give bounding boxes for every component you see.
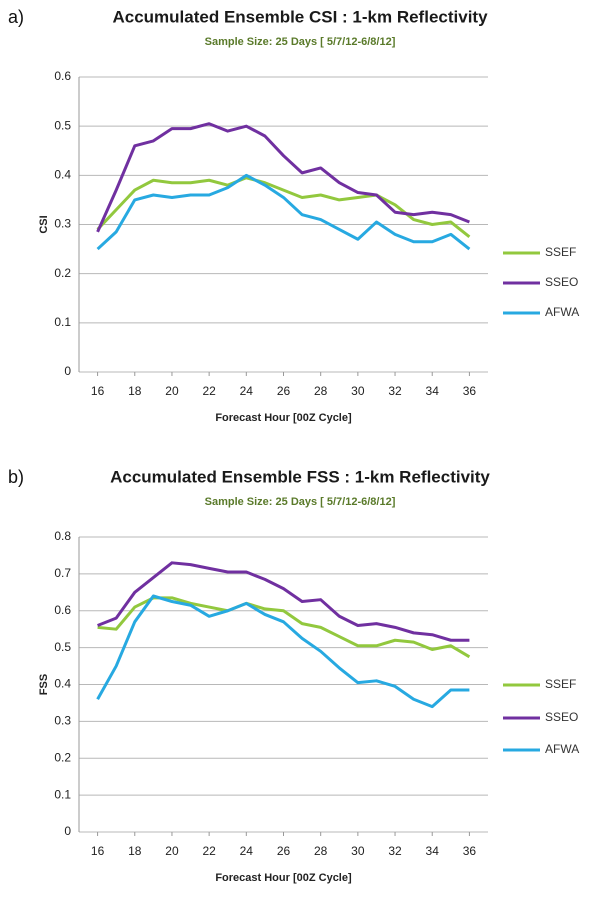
y-tick-label: 0.4 — [54, 168, 71, 182]
x-tick-label: 28 — [314, 844, 328, 858]
x-tick-label: 26 — [277, 384, 291, 398]
x-tick-label: 34 — [426, 384, 440, 398]
y-tick-label: 0.2 — [54, 266, 71, 280]
x-tick-label: 20 — [165, 844, 179, 858]
y-tick-label: 0.7 — [54, 566, 71, 580]
x-tick-label: 32 — [388, 384, 402, 398]
legend-label: SSEO — [545, 275, 578, 289]
x-tick-label: 24 — [240, 844, 254, 858]
y-tick-label: 0.1 — [54, 315, 71, 329]
y-tick-label: 0.2 — [54, 750, 71, 764]
y-tick-label: 0.8 — [54, 529, 71, 543]
x-tick-label: 30 — [351, 384, 365, 398]
chart-title: Accumulated Ensemble FSS : 1-km Reflecti… — [110, 467, 490, 486]
x-tick-label: 22 — [202, 844, 216, 858]
legend-label: SSEF — [545, 677, 576, 691]
chart-subtitle: Sample Size: 25 Days [ 5/7/12-6/8/12] — [205, 36, 396, 48]
y-tick-label: 0.1 — [54, 787, 71, 801]
y-tick-label: 0.3 — [54, 714, 71, 728]
y-axis-label: FSS — [38, 674, 50, 695]
y-tick-label: 0.4 — [54, 677, 71, 691]
y-tick-label: 0 — [64, 824, 71, 838]
x-tick-label: 22 — [202, 384, 216, 398]
x-tick-label: 20 — [165, 384, 179, 398]
panel-label: a) — [8, 7, 24, 27]
series-line — [96, 176, 471, 238]
legend-label: AFWA — [545, 742, 579, 756]
x-axis-label: Forecast Hour [00Z Cycle] — [215, 412, 352, 424]
x-tick-label: 28 — [314, 384, 328, 398]
x-tick-label: 30 — [351, 844, 365, 858]
legend-label: SSEF — [545, 245, 576, 259]
y-tick-label: 0 — [64, 364, 71, 378]
legend-label: SSEO — [545, 710, 578, 724]
series-line — [97, 561, 470, 642]
x-tick-label: 32 — [388, 844, 402, 858]
panel-label: b) — [8, 467, 24, 487]
series-line — [96, 594, 470, 709]
y-axis-label: CSI — [38, 215, 50, 233]
x-tick-label: 16 — [91, 844, 105, 858]
x-tick-label: 18 — [128, 844, 142, 858]
x-tick-label: 36 — [463, 844, 477, 858]
x-tick-label: 36 — [463, 384, 477, 398]
x-tick-label: 18 — [128, 384, 142, 398]
y-tick-label: 0.5 — [54, 118, 71, 132]
series-line — [96, 122, 470, 233]
x-tick-label: 16 — [91, 384, 105, 398]
y-tick-label: 0.5 — [54, 640, 71, 654]
legend-label: AFWA — [545, 305, 579, 319]
x-tick-label: 24 — [240, 384, 254, 398]
chart-subtitle: Sample Size: 25 Days [ 5/7/12-6/8/12] — [205, 496, 396, 508]
y-tick-label: 0.3 — [54, 217, 71, 231]
series-line — [96, 173, 471, 251]
chart-title: Accumulated Ensemble CSI : 1-km Reflecti… — [112, 7, 488, 26]
y-tick-label: 0.6 — [54, 69, 71, 83]
y-tick-label: 0.6 — [54, 603, 71, 617]
x-axis-label: Forecast Hour [00Z Cycle] — [215, 872, 352, 884]
x-tick-label: 34 — [426, 844, 440, 858]
x-tick-label: 26 — [277, 844, 291, 858]
